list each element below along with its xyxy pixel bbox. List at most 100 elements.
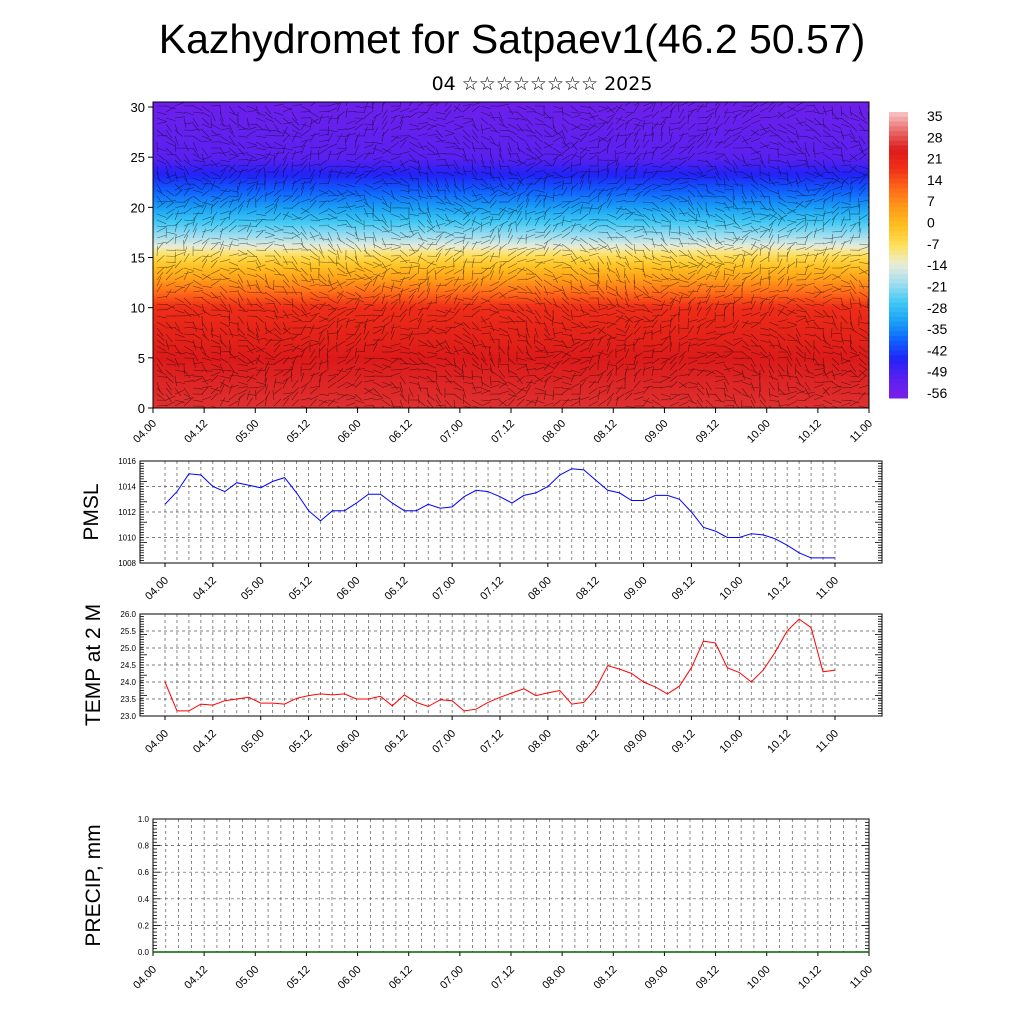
wind-barb xyxy=(768,246,772,257)
wind-barb xyxy=(795,257,798,269)
wind-barb xyxy=(741,308,752,311)
wind-barb xyxy=(597,261,600,272)
wind-barb xyxy=(300,261,311,266)
wind-barb xyxy=(381,301,388,311)
colorbar-swatch xyxy=(889,112,908,118)
wind-barb xyxy=(480,375,484,386)
wind-barb xyxy=(471,258,475,269)
wind-barb xyxy=(759,107,770,113)
wind-barb xyxy=(714,237,723,246)
wind-barb xyxy=(831,153,842,156)
heatmap-band xyxy=(153,402,869,407)
x-tick-label: 10.12 xyxy=(765,728,793,756)
wind-barb xyxy=(759,225,770,230)
wind-barb xyxy=(372,398,383,401)
wind-barb xyxy=(759,243,770,249)
wind-barb xyxy=(363,324,367,335)
wind-barb xyxy=(525,321,528,332)
wind-barb xyxy=(426,255,438,257)
wind-barb xyxy=(336,243,342,254)
wind-barb xyxy=(219,259,230,263)
wind-barb xyxy=(354,132,360,143)
wind-barb xyxy=(327,207,337,214)
wind-barb xyxy=(534,297,542,307)
wind-barb xyxy=(336,279,343,289)
wind-barb xyxy=(786,135,794,144)
wind-barb xyxy=(336,149,347,155)
wind-barb xyxy=(426,387,430,398)
wind-barb xyxy=(471,269,474,281)
wind-barb xyxy=(669,132,673,143)
wind-barb xyxy=(534,199,542,209)
wind-barb xyxy=(768,294,779,299)
wind-barb xyxy=(183,374,194,377)
wind-barb xyxy=(210,242,219,251)
wind-barb xyxy=(741,222,752,227)
wind-barb xyxy=(696,117,708,119)
wind-barb xyxy=(660,197,671,203)
wind-barb xyxy=(804,213,815,217)
wind-barb xyxy=(651,285,660,294)
wind-barb xyxy=(201,156,212,161)
wind-barb xyxy=(849,117,860,122)
wind-barb xyxy=(561,309,570,317)
wind-barb xyxy=(633,168,638,179)
wind-barb xyxy=(345,132,350,143)
wind-barb xyxy=(228,268,238,275)
wind-barb xyxy=(435,404,446,407)
wind-barb xyxy=(201,363,208,373)
wind-barb xyxy=(453,339,464,345)
wind-barb xyxy=(489,171,495,182)
wind-barb xyxy=(309,234,320,239)
wind-barb xyxy=(300,225,307,235)
wind-barb xyxy=(732,387,742,394)
wind-barb xyxy=(219,384,225,395)
wind-barb xyxy=(624,189,636,191)
wind-barb xyxy=(849,327,859,334)
wind-barb xyxy=(489,135,496,145)
wind-barb xyxy=(480,117,489,125)
wind-barb xyxy=(624,348,629,359)
wind-barb xyxy=(813,393,824,397)
wind-barb xyxy=(570,375,582,377)
heatmap-band xyxy=(153,395,869,399)
wind-barb xyxy=(318,393,329,396)
wind-barb xyxy=(498,183,508,190)
wind-barb xyxy=(201,164,212,167)
wind-barb xyxy=(282,168,285,179)
wind-barb xyxy=(723,345,733,352)
wind-barb xyxy=(543,327,551,336)
wind-barb xyxy=(381,383,392,389)
wind-barb xyxy=(696,306,702,317)
heatmap-band xyxy=(153,344,869,348)
wind-barb xyxy=(228,253,239,257)
wind-barb xyxy=(849,369,858,378)
heatmap-band xyxy=(153,334,869,338)
wind-barb xyxy=(534,345,543,353)
wind-barb xyxy=(723,142,733,149)
wind-barb xyxy=(228,164,236,173)
wind-barb xyxy=(705,320,714,329)
wind-barb xyxy=(615,243,621,254)
wind-barb xyxy=(453,323,463,329)
wind-barb xyxy=(498,165,510,167)
wind-barb xyxy=(579,174,585,185)
wind-barb xyxy=(264,129,276,131)
wind-barb xyxy=(786,147,796,154)
wind-barb xyxy=(597,321,608,324)
wind-barb xyxy=(768,212,777,221)
colorbar-swatch xyxy=(889,297,908,304)
colorbar-swatch xyxy=(889,274,908,280)
wind-barb xyxy=(651,319,658,329)
wind-barb xyxy=(651,243,662,247)
wind-barb xyxy=(525,157,536,161)
wind-barb xyxy=(759,297,770,301)
wind-barb xyxy=(399,363,411,365)
wind-barb xyxy=(255,213,266,216)
wind-barb xyxy=(651,102,656,113)
wind-barb xyxy=(345,345,355,353)
wind-barb xyxy=(705,189,715,196)
heatmap-band xyxy=(153,277,869,282)
wind-barb xyxy=(192,256,202,263)
wind-barb xyxy=(201,228,206,239)
